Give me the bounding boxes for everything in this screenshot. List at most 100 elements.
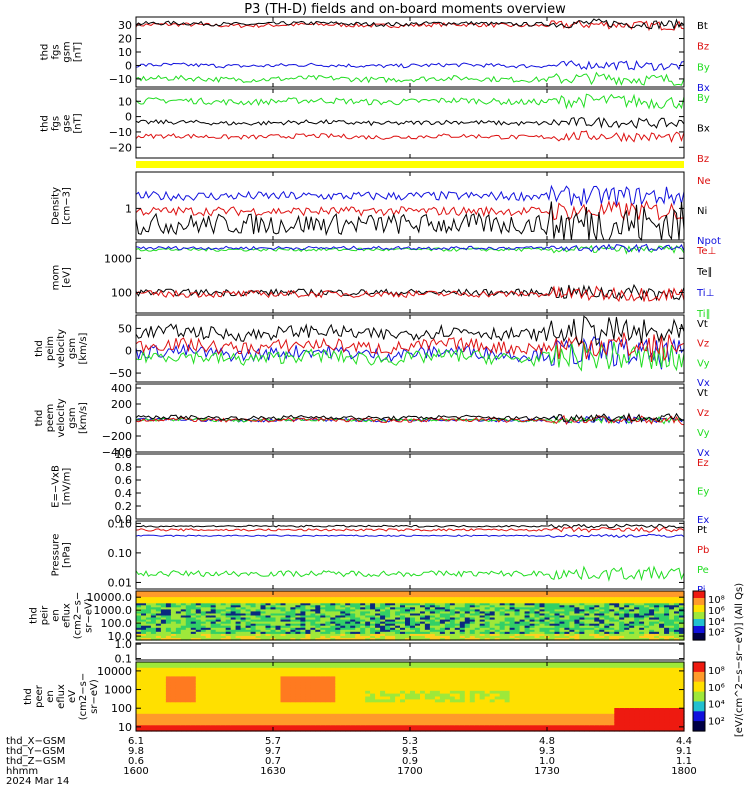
y-axis-label: [nT] (73, 113, 84, 133)
y-tick-label: 1.0 (115, 638, 133, 651)
series-line (136, 186, 684, 206)
series-line (136, 534, 684, 537)
y-tick-label: −20 (109, 141, 132, 154)
y-tick-label: 1 (125, 202, 132, 215)
y-tick-label: −10 (109, 73, 132, 86)
y-tick-label: 0 (125, 345, 132, 358)
y-tick-label: 0.01 (108, 576, 133, 589)
y-tick-label: 100.0 (101, 617, 133, 630)
legend-item: Pt (697, 525, 707, 536)
legend-item: By (697, 62, 710, 73)
y-axis-label: sr−eV) (84, 598, 95, 633)
y-tick-label: 0.8 (115, 461, 133, 474)
series-line (136, 202, 684, 221)
series-line (136, 567, 684, 580)
series-line (136, 131, 684, 142)
y-tick-label: −200 (102, 430, 132, 443)
panel-frame (136, 242, 684, 313)
y-axis-label: thd (29, 607, 40, 624)
y-axis-label: [nPa] (62, 542, 73, 568)
y-tick-label: 20 (118, 33, 132, 46)
y-tick-label: 0.1 (115, 653, 133, 666)
legend-item: Vz (697, 339, 709, 350)
legend-item: Vy (697, 358, 710, 369)
y-tick-label: 0.6 (115, 474, 133, 487)
series-line (136, 118, 684, 128)
y-axis-label: velocity (56, 398, 67, 437)
legend-item: Pe (697, 565, 709, 576)
series-line (136, 94, 684, 108)
y-axis-label: gsm (62, 41, 73, 62)
legend-item: Ni (697, 206, 707, 217)
legend-item: Bz (697, 154, 709, 165)
legend-item: Te⊥ (696, 246, 716, 257)
legend-item: By (697, 93, 710, 104)
panel-frame (136, 384, 684, 452)
plot-title: P3 (TH-D) fields and on-board moments ov… (244, 2, 566, 17)
y-axis-label: gsm (67, 407, 78, 428)
y-axis-label: gsm (67, 338, 78, 359)
y-tick-label: 10 (118, 95, 132, 108)
legend-item: Vt (697, 319, 708, 330)
y-axis-label: Pressure (51, 534, 62, 577)
y-axis-label: [cm−3] (62, 187, 73, 225)
series-line (136, 527, 684, 532)
y-tick-label: 50 (118, 322, 132, 335)
y-tick-label: 0.10 (108, 517, 133, 530)
y-axis-label: E=−VxB (51, 465, 62, 508)
y-axis-label: en (51, 609, 62, 622)
y-tick-label: −10 (109, 126, 132, 139)
flag-bar (136, 161, 684, 168)
y-axis-label: thd (40, 44, 51, 61)
y-axis-label: thd (40, 115, 51, 132)
series-line (136, 61, 684, 70)
legend-item: Ey (697, 487, 709, 498)
y-axis-label: eflux (62, 603, 73, 628)
y-tick-label: 0.10 (108, 547, 133, 560)
legend-item: Bz (697, 42, 709, 53)
legend-item: Bt (697, 21, 708, 32)
legend-item: Vy (697, 428, 710, 439)
legend-item: Te∥ (696, 267, 713, 278)
y-axis-label: gse (62, 115, 73, 133)
legend-item: Bx (697, 124, 710, 135)
y-axis-label: [nT] (73, 42, 84, 62)
panel-frame (136, 454, 684, 519)
y-tick-label: 10 (118, 46, 132, 59)
y-axis-label: peim (45, 336, 56, 361)
y-tick-label: 100 (111, 286, 132, 299)
y-tick-label: −50 (109, 367, 132, 380)
legend-item: Ti⊥ (696, 288, 714, 299)
panel-frame (136, 17, 684, 87)
y-tick-label: 0 (125, 111, 132, 124)
y-axis-label: mom (51, 265, 62, 291)
y-axis-label: [km/s] (78, 402, 89, 434)
y-axis-label: peem (45, 404, 56, 432)
panel-blank: 1.00.1 (115, 638, 685, 665)
panel-frame (136, 521, 684, 589)
y-axis-label: [eV] (62, 267, 73, 288)
legend-item: Ez (697, 458, 709, 469)
y-axis-label: thd (34, 340, 45, 357)
y-axis-label: fgs (51, 116, 62, 131)
y-tick-label: 0.4 (115, 487, 133, 500)
y-tick-label: 0 (125, 414, 132, 427)
legend-item: Ne (697, 176, 711, 187)
y-tick-label: 200 (111, 398, 132, 411)
y-axis-label: fgs (51, 44, 62, 59)
y-tick-label: 30 (118, 19, 132, 32)
y-axis-label: thd (34, 410, 45, 427)
y-axis-label: Density (51, 187, 62, 225)
y-tick-label: 400 (111, 382, 132, 395)
legend-item: Vz (697, 408, 709, 419)
y-tick-label: 1000 (104, 252, 132, 265)
